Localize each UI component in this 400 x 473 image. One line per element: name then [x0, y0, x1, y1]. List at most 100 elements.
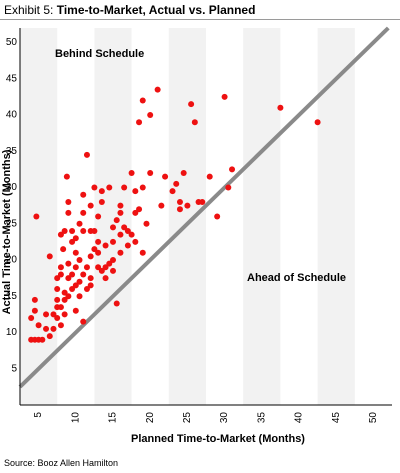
- data-point: [154, 86, 161, 93]
- data-point: [61, 296, 68, 303]
- data-point: [91, 246, 98, 253]
- data-point: [57, 322, 64, 329]
- data-point: [188, 101, 195, 108]
- data-point: [76, 278, 83, 285]
- data-point: [117, 202, 124, 209]
- data-point: [61, 289, 68, 296]
- data-point: [54, 275, 61, 282]
- background-stripes: [20, 28, 355, 405]
- data-points: [28, 86, 321, 343]
- data-point: [162, 173, 169, 180]
- data-point: [98, 267, 105, 274]
- data-point: [121, 184, 128, 191]
- x-tick-labels: 5 10 15 20 25 30 35 40 45 50: [33, 412, 379, 424]
- data-point: [28, 315, 35, 321]
- data-point: [95, 213, 102, 220]
- data-point: [57, 231, 64, 238]
- data-point: [176, 206, 183, 213]
- data-point: [173, 180, 180, 187]
- data-point: [184, 202, 191, 209]
- data-point: [39, 336, 46, 343]
- x-tick-label: 5: [33, 412, 44, 418]
- data-point: [60, 246, 67, 253]
- data-point: [139, 184, 146, 191]
- data-point: [102, 264, 109, 271]
- data-point: [87, 253, 94, 260]
- y-tick-label: 15: [6, 291, 18, 302]
- data-point: [43, 311, 50, 318]
- data-point: [91, 228, 98, 234]
- data-point: [33, 213, 40, 220]
- x-axis-label: Planned Time-to-Market (Months): [131, 433, 305, 445]
- data-point: [31, 307, 38, 314]
- data-point: [80, 271, 87, 278]
- data-point: [80, 318, 87, 325]
- y-tick-label: 35: [6, 146, 18, 157]
- data-point: [106, 260, 113, 267]
- data-point: [143, 220, 150, 227]
- x-tick-label: 20: [145, 412, 156, 424]
- data-point: [87, 282, 94, 289]
- data-point: [206, 173, 213, 180]
- background-stripe: [168, 28, 206, 405]
- data-point: [80, 191, 87, 198]
- data-point: [61, 228, 68, 234]
- x-tick-label: 50: [368, 412, 379, 424]
- background-stripe: [243, 28, 281, 405]
- data-point: [83, 286, 90, 292]
- data-point: [176, 199, 183, 205]
- data-point: [214, 213, 221, 220]
- y-tick-label: 10: [6, 327, 18, 338]
- data-point: [132, 209, 139, 216]
- data-point: [69, 228, 76, 234]
- data-point: [69, 286, 76, 292]
- data-point: [180, 170, 187, 176]
- x-tick-label: 40: [294, 412, 305, 424]
- y-tick-label: 5: [11, 363, 17, 374]
- y-tick-label: 25: [6, 218, 18, 229]
- data-point: [102, 242, 109, 249]
- data-point: [132, 188, 139, 195]
- data-point: [72, 264, 79, 271]
- data-point: [57, 271, 64, 278]
- data-point: [69, 271, 76, 278]
- x-tick-label: 35: [256, 412, 267, 424]
- data-point: [65, 293, 72, 300]
- data-point: [80, 209, 87, 216]
- data-point: [57, 264, 64, 271]
- data-point: [43, 325, 50, 332]
- data-point: [65, 260, 72, 267]
- x-tick-label: 25: [182, 412, 193, 424]
- data-point: [95, 249, 102, 256]
- data-point: [147, 112, 154, 118]
- data-point: [61, 311, 68, 318]
- data-point: [225, 184, 232, 191]
- title-divider: [0, 19, 400, 20]
- y-tick-label: 50: [6, 37, 18, 48]
- data-point: [98, 199, 105, 205]
- source-note: Source: Booz Allen Hamilton: [4, 458, 119, 468]
- data-point: [132, 238, 139, 245]
- data-point: [54, 296, 61, 303]
- data-point: [54, 286, 61, 292]
- data-point: [110, 238, 116, 245]
- data-point: [102, 275, 109, 282]
- data-point: [87, 275, 94, 282]
- y-tick-label: 40: [6, 110, 18, 121]
- chart-title-text: Time-to-Market, Actual vs. Planned: [56, 3, 256, 17]
- data-point: [98, 188, 105, 195]
- x-tick-label: 45: [331, 412, 342, 424]
- y-tick-label: 45: [6, 73, 18, 84]
- y-axis-label: Actual Time-to-Market (Months): [1, 149, 13, 314]
- data-point: [72, 249, 79, 256]
- data-point: [46, 333, 53, 340]
- data-point: [221, 93, 228, 100]
- x-tick-label: 30: [219, 412, 230, 424]
- data-point: [35, 322, 42, 329]
- data-point: [113, 217, 120, 224]
- data-point: [139, 97, 146, 104]
- data-point: [69, 238, 76, 245]
- data-point: [124, 242, 131, 249]
- y-tick-labels: 5 10 15 20 25 30 35 40 45 50: [6, 37, 18, 374]
